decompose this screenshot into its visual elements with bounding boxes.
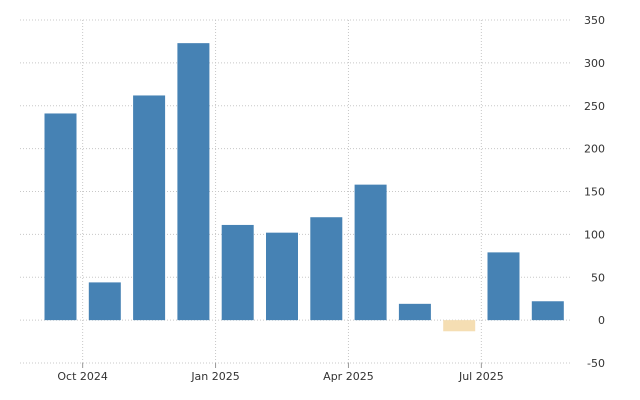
- bar-2025-02: [266, 232, 298, 321]
- bar-2024-10: [88, 282, 121, 321]
- bar-2025-06: [443, 320, 476, 332]
- y-tick-label: 50: [591, 271, 605, 284]
- y-tick-label: 100: [584, 228, 605, 241]
- x-tick-label: Jan 2025: [190, 370, 239, 383]
- y-tick-label: 250: [584, 100, 605, 113]
- y-tick-label: -50: [587, 357, 605, 370]
- bar-2025-03: [310, 217, 343, 321]
- x-tick-label: Oct 2024: [57, 370, 108, 383]
- bar-2025-04: [354, 184, 387, 321]
- y-tick-label: 300: [584, 57, 605, 70]
- y-axis-tick-labels: 350 300 250 200 150 100 50 0 -50: [584, 14, 605, 370]
- bar-2025-01: [221, 224, 254, 321]
- x-tick-label: Apr 2025: [323, 370, 374, 383]
- bar-2025-08: [531, 301, 564, 321]
- y-tick-label: 0: [598, 314, 605, 327]
- x-tick-label: Jul 2025: [458, 370, 504, 383]
- x-axis-tick-labels: Oct 2024 Jan 2025 Apr 2025 Jul 2025: [57, 370, 503, 383]
- grid-lines: [20, 19, 570, 368]
- bar-2024-09: [44, 113, 77, 321]
- y-tick-label: 350: [584, 14, 605, 27]
- bar-2024-12: [177, 43, 210, 321]
- y-tick-label: 200: [584, 143, 605, 156]
- bar-2025-05: [398, 303, 431, 321]
- y-tick-label: 150: [584, 186, 605, 199]
- bars-group: [44, 43, 564, 332]
- bar-2025-07: [487, 252, 520, 321]
- bar-2024-11: [133, 95, 166, 321]
